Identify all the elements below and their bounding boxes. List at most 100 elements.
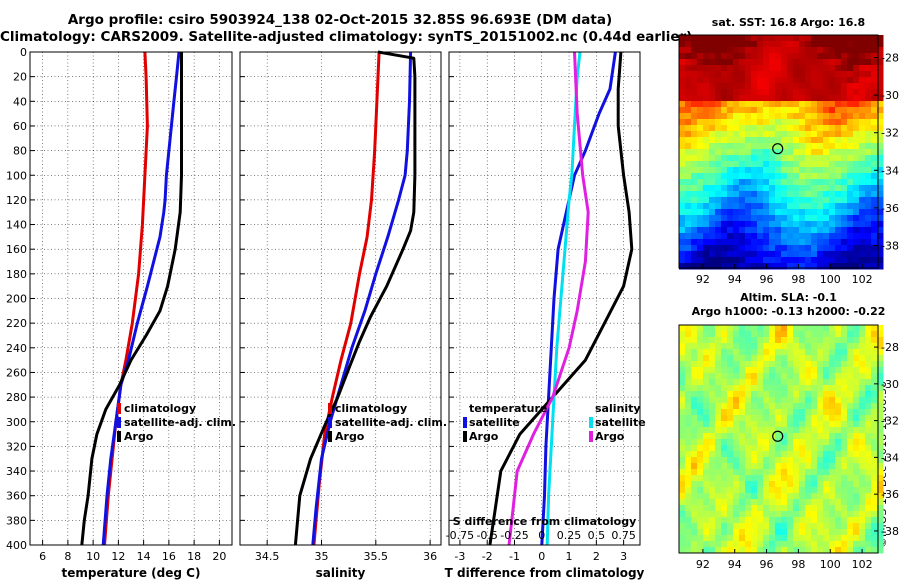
sst_map-cell <box>799 215 806 222</box>
sla_map-cell <box>865 523 872 530</box>
sst_map-cell <box>841 257 848 264</box>
sla_map-cell <box>787 499 794 506</box>
sst_map-cell <box>685 263 692 270</box>
sla_map-cell <box>727 325 734 332</box>
sst_map-cell <box>829 119 836 126</box>
sla_map-cell <box>793 499 800 506</box>
sst_map-cell <box>703 221 710 228</box>
sst_map-cell <box>793 185 800 192</box>
sla_map-cell <box>763 487 770 494</box>
sla_map-cell <box>691 343 698 350</box>
sst_map-cell <box>751 167 758 174</box>
sst_map-cell <box>739 137 746 144</box>
sla_map-cell <box>805 451 812 458</box>
sst_map-cell <box>745 155 752 162</box>
sst_map-cell <box>781 209 788 216</box>
sst_map-cell <box>799 77 806 84</box>
sst_map-cell <box>781 197 788 204</box>
sla_map-cell <box>835 385 842 392</box>
sla_map-cell <box>751 469 758 476</box>
sst_map-cell <box>775 119 782 126</box>
sst_map-cell <box>781 167 788 174</box>
sst_map-cell <box>877 65 884 72</box>
sst_map-cell <box>721 215 728 222</box>
sst_map-cell <box>865 137 872 144</box>
sla_map-cell <box>715 367 722 374</box>
sla_map-cell <box>775 487 782 494</box>
sla_map-cell <box>715 529 722 536</box>
sst_map-cell <box>715 263 722 270</box>
sla_map-cell <box>859 541 866 548</box>
sla_map-cell <box>799 427 806 434</box>
sst_map-cell <box>859 209 866 216</box>
sla_map-argo-marker <box>772 430 784 442</box>
sst_map-tick-label-x: 92 <box>696 273 710 286</box>
sla_map-cell <box>793 451 800 458</box>
sla_map-cell <box>709 421 716 428</box>
temperature-tick-label-x: 18 <box>187 550 201 563</box>
sst_map-cell <box>829 65 836 72</box>
sla_map-cell <box>679 469 686 476</box>
sst_map-cell <box>817 137 824 144</box>
sla_map-cell <box>853 481 860 488</box>
sla_map-cell <box>781 373 788 380</box>
sst_map-cell <box>691 125 698 132</box>
sst_map-cell <box>811 185 818 192</box>
sst_map-cell <box>847 221 854 228</box>
sla_map-cell <box>703 403 710 410</box>
sla_map-cell <box>793 379 800 386</box>
sla_map-cell <box>847 421 854 428</box>
sst_map-cell <box>715 119 722 126</box>
sla_map-cell <box>685 517 692 524</box>
sla_map-cell <box>727 391 734 398</box>
sla_map-cell <box>865 337 872 344</box>
sst_map-cell <box>721 203 728 210</box>
sst_map-cell <box>811 47 818 54</box>
sla_map-cell <box>691 445 698 452</box>
sla_map-cell <box>799 499 806 506</box>
sst_map-cell <box>811 95 818 102</box>
sst_map-cell <box>745 53 752 60</box>
sst_map-cell <box>697 113 704 120</box>
sla_map-cell <box>685 529 692 536</box>
sst_map-cell <box>841 131 848 138</box>
sst_map-cell <box>739 155 746 162</box>
sst_map-cell <box>823 179 830 186</box>
sst_map-cell <box>751 53 758 60</box>
sst_map-cell <box>835 203 842 210</box>
sst_map-cell <box>715 179 722 186</box>
sla_map-cell <box>871 409 878 416</box>
sst_map-cell <box>865 53 872 60</box>
sla_map-cell <box>859 475 866 482</box>
sla_map-cell <box>691 541 698 548</box>
sla_map-cell <box>751 463 758 470</box>
sla_map-cell <box>769 505 776 512</box>
sst_map-cell <box>865 35 872 42</box>
sst_map-cell <box>733 125 740 132</box>
sst_map-cell <box>727 185 734 192</box>
sla_map-cell <box>745 493 752 500</box>
sst_map-cell <box>727 143 734 150</box>
sst_map-cell <box>859 251 866 258</box>
sla_map-cell <box>811 457 818 464</box>
sst_map-cell <box>703 131 710 138</box>
sst_map-cell <box>733 167 740 174</box>
sst_map-cell <box>859 173 866 180</box>
sla_map-cell <box>703 373 710 380</box>
sla_map-cell <box>775 439 782 446</box>
sst_map-cell <box>793 245 800 252</box>
sla_map-cell <box>817 541 824 548</box>
sst_map-cell <box>727 263 734 270</box>
sla_map-cell <box>859 373 866 380</box>
sst_map-cell <box>685 65 692 72</box>
sla_map-cell <box>751 403 758 410</box>
sla_map-cell <box>739 403 746 410</box>
sst_map-cell <box>871 95 878 102</box>
sla_map-cell <box>835 463 842 470</box>
sla_map-cell <box>691 517 698 524</box>
sla_map-cell <box>727 517 734 524</box>
sst_map-cell <box>709 65 716 72</box>
sst_map-cell <box>853 77 860 84</box>
sst_map-cell <box>691 53 698 60</box>
sla_map-cell <box>793 523 800 530</box>
